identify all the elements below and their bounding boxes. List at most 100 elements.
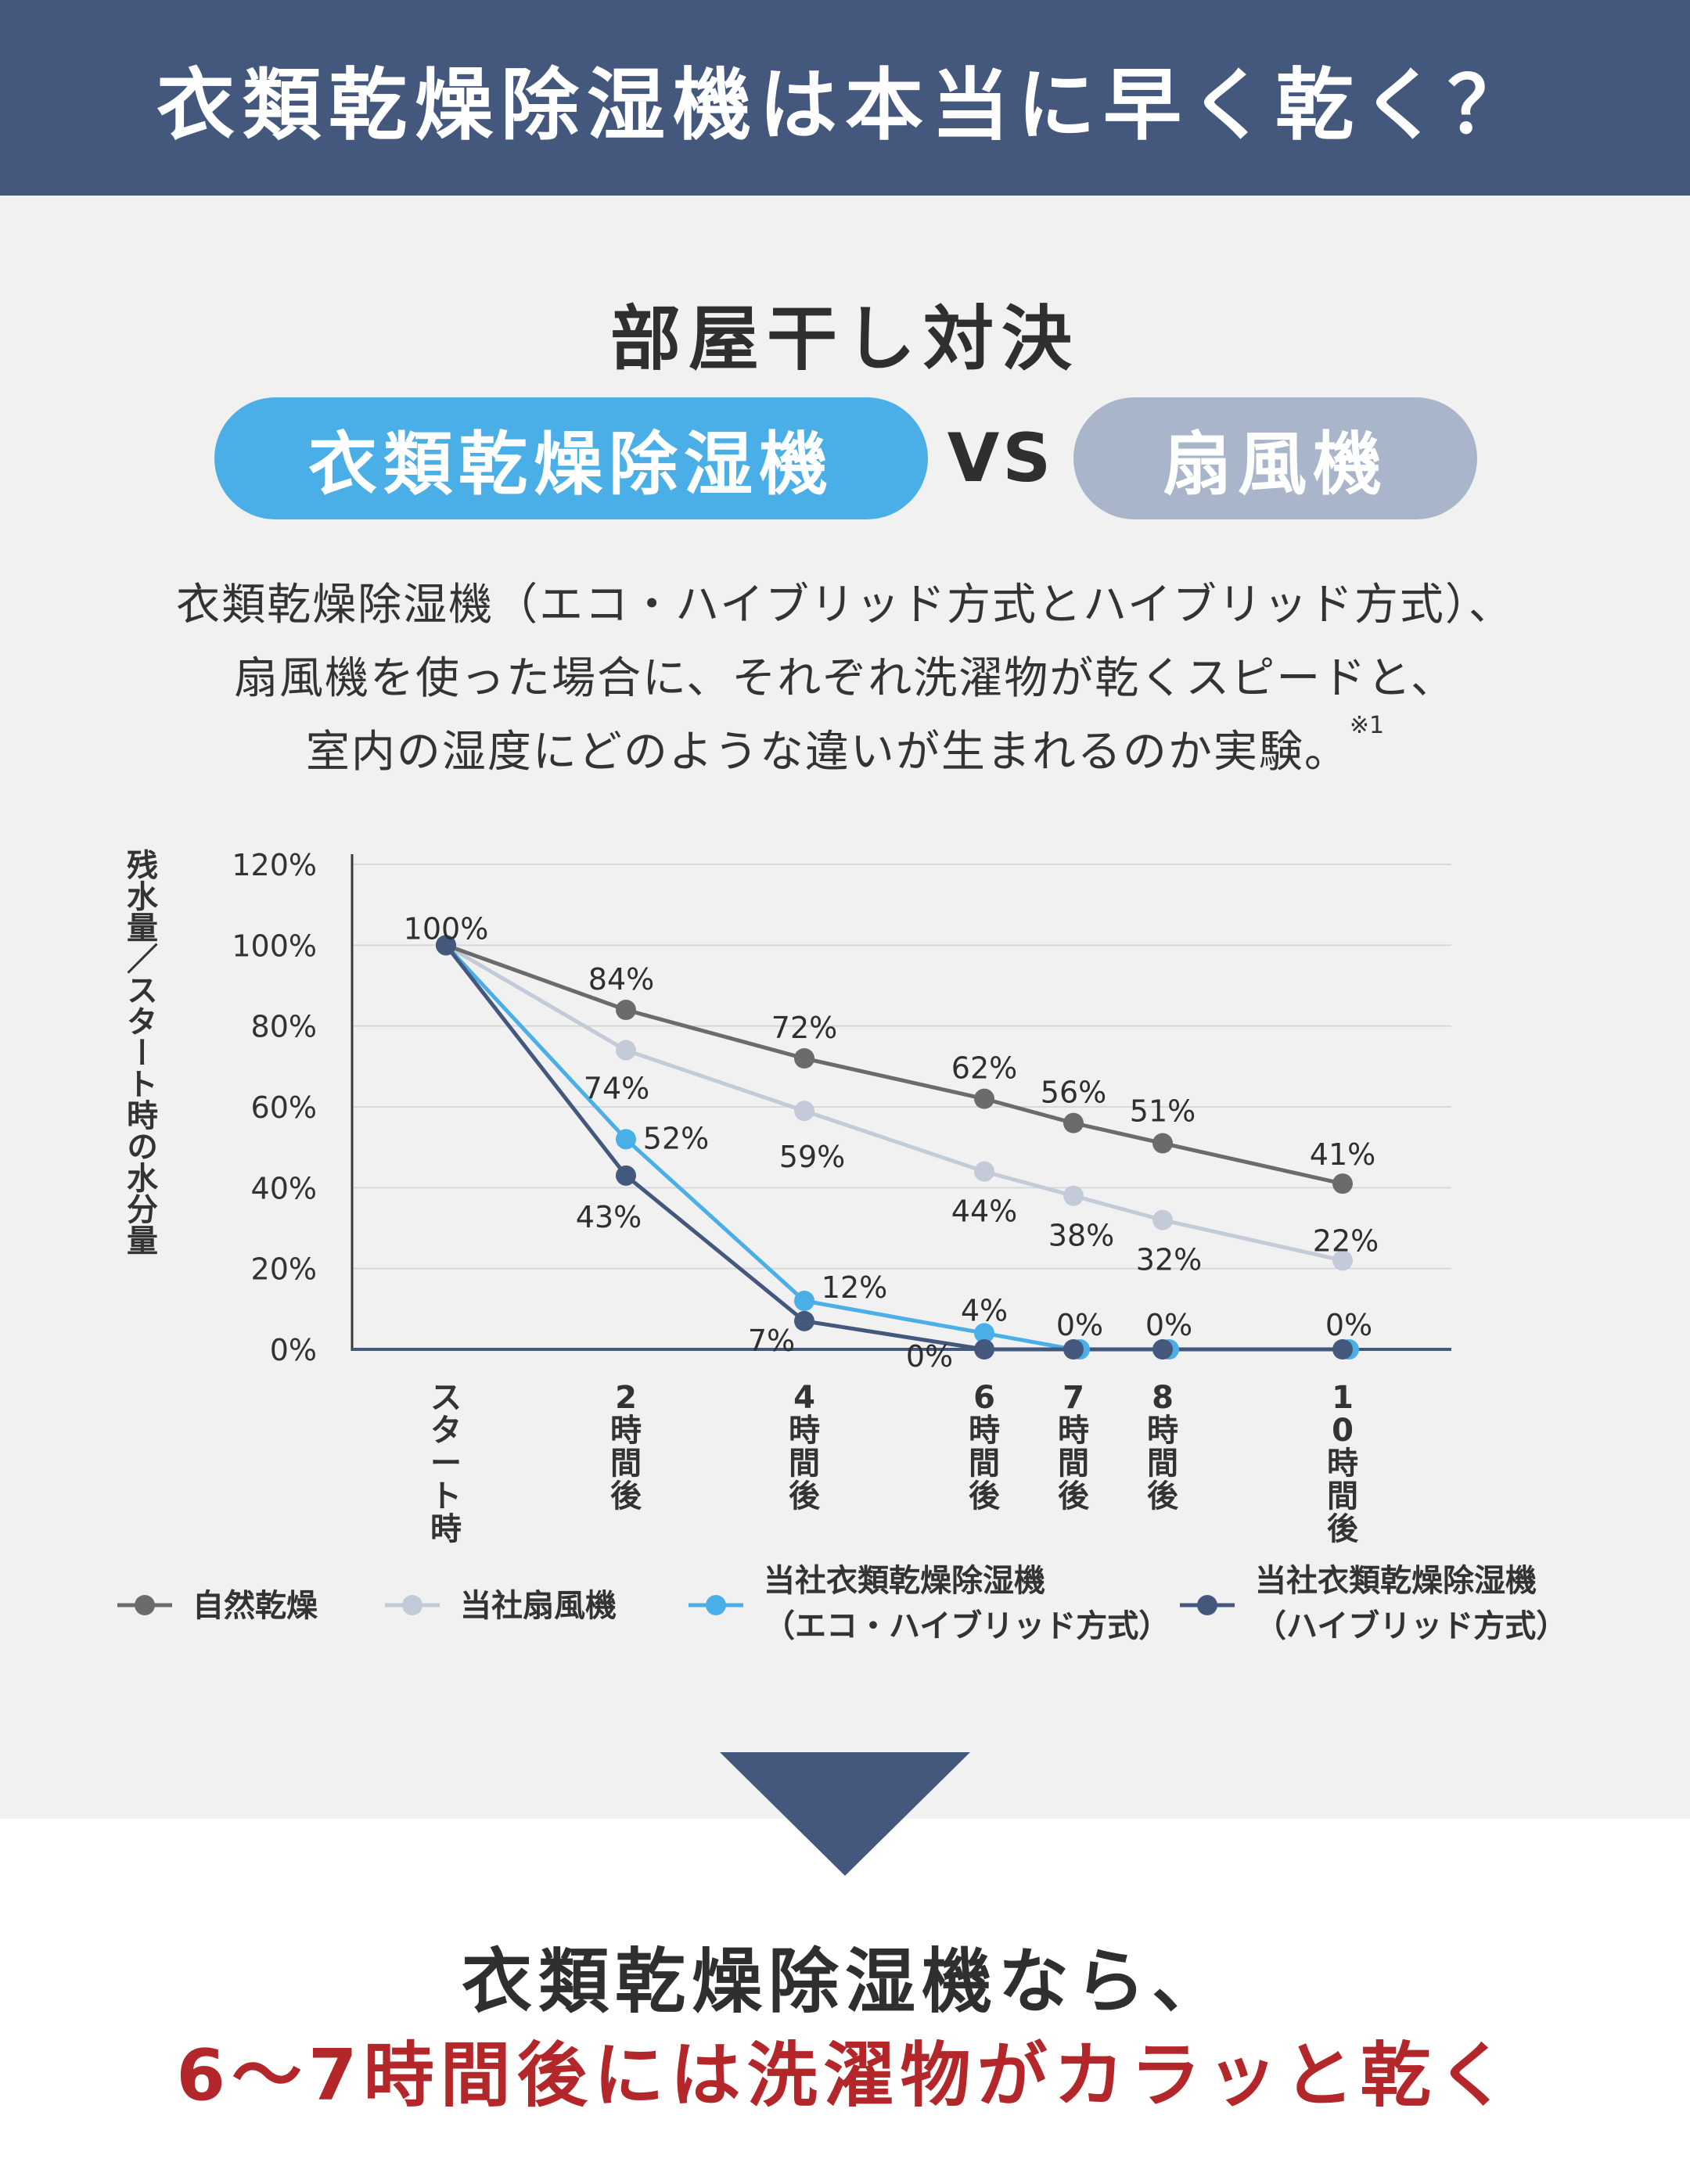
data-label: 56% (1041, 1076, 1106, 1110)
data-label: 4% (961, 1293, 1008, 1327)
x-tick-label-char: 7 (1063, 1380, 1084, 1416)
x-tick-label-char: タ (430, 1413, 462, 1449)
data-point (1152, 1133, 1173, 1154)
series-line (445, 943, 1343, 1186)
description-line-3-wrap: 室内の湿度にどのような違いが生まれるのか実験。※1 (0, 712, 1690, 780)
legend-marker-dot (706, 1595, 726, 1615)
y-tick-label: 60% (251, 1090, 317, 1125)
footnote-mark: ※1 (1349, 712, 1385, 739)
x-tick-label-char: 2 (615, 1380, 637, 1416)
x-tick-label-char: 間 (1058, 1446, 1089, 1482)
data-label: 32% (1136, 1243, 1202, 1277)
data-label: 0% (1056, 1308, 1103, 1342)
data-point (616, 1000, 636, 1020)
down-arrow-icon (720, 1752, 970, 1876)
data-label: 0% (1325, 1308, 1372, 1342)
data-label: 43% (576, 1200, 642, 1234)
x-tick-label-char: 間 (1147, 1446, 1178, 1482)
x-tick-label-char: 時 (969, 1413, 1000, 1449)
data-label: 72% (771, 1011, 837, 1045)
y-tick-label: 20% (251, 1252, 317, 1287)
data-label: 0% (906, 1339, 953, 1374)
x-tick-label-char: 間 (969, 1446, 1000, 1482)
x-tick-label-char: 時 (1327, 1446, 1358, 1482)
data-point (974, 1088, 994, 1109)
data-point (794, 1048, 814, 1069)
data-label: 52% (643, 1121, 709, 1155)
x-tick-label-char: 時 (789, 1413, 820, 1449)
data-label: 84% (588, 962, 654, 997)
legend-label: （ハイブリッド方式） (1255, 1608, 1567, 1644)
data-point (1332, 1173, 1353, 1194)
x-tick-label-char: 後 (789, 1478, 821, 1514)
description-line-2: 扇風機を使った場合に、それぞれ洗濯物が乾くスピードと、 (233, 653, 1457, 704)
data-label: 44% (951, 1194, 1017, 1229)
data-label: 62% (951, 1051, 1017, 1086)
y-tick-label: 120% (232, 848, 317, 882)
legend-label: 当社衣類乾燥除湿機 (1255, 1563, 1537, 1599)
x-tick-label-char: 時 (1058, 1413, 1089, 1449)
dehumidifier-pill: 衣類乾燥除湿機 (214, 397, 928, 519)
data-point (616, 1040, 636, 1061)
fan-pill: 扇風機 (1073, 397, 1477, 519)
x-tick-label-char: 0 (1332, 1413, 1354, 1449)
series-line (444, 943, 1343, 1352)
legend-label: 当社衣類乾燥除湿機 (764, 1563, 1045, 1599)
data-label: 51% (1130, 1094, 1196, 1129)
x-tick-label-char: 時 (1147, 1413, 1178, 1449)
data-point (616, 1165, 636, 1186)
x-tick-label-char: 8 (1152, 1380, 1174, 1416)
x-tick-label-char: 間 (1327, 1478, 1358, 1514)
data-label: 7% (748, 1324, 795, 1358)
description-line-3: 室内の湿度にどのような違いが生まれるのか実験。 (305, 727, 1350, 778)
header-title: 衣類乾燥除湿機は本当に早く乾く？ (156, 59, 1534, 151)
y-tick-label: 80% (251, 1010, 317, 1044)
data-label: 0% (1145, 1308, 1192, 1342)
data-point (1332, 1339, 1353, 1360)
x-tick-label-char: 1 (1332, 1380, 1354, 1416)
x-tick-label-char: 後 (1147, 1478, 1179, 1514)
conclusion-line-1: 衣類乾燥除湿機なら、 (462, 1941, 1228, 2023)
x-tick-label-char: 時 (430, 1511, 462, 1547)
header-banner: 衣類乾燥除湿機は本当に早く乾く？ (0, 0, 1690, 196)
data-label: 22% (1313, 1223, 1379, 1258)
legend-label: 自然乾燥 (192, 1588, 318, 1624)
x-tick-label-char: ー (430, 1446, 462, 1482)
y-tick-label: 0% (270, 1333, 317, 1367)
data-label: 100% (404, 911, 489, 946)
y-tick-label: 100% (232, 929, 317, 963)
data-point (1063, 1185, 1084, 1206)
data-point (1152, 1339, 1173, 1360)
data-point (436, 935, 456, 956)
data-point (1063, 1112, 1084, 1133)
data-point (1063, 1339, 1084, 1360)
x-tick-label-char: 後 (969, 1478, 1001, 1514)
data-point (1152, 1209, 1173, 1230)
vs-label: VS (947, 419, 1055, 498)
data-label: 74% (584, 1072, 649, 1106)
x-tick-label-char: 後 (1058, 1478, 1090, 1514)
drying-chart: 0%20%40%60%80%100%120%残水量／スタート時の水分量スタート時… (117, 848, 1567, 1644)
legend-marker-dot (402, 1595, 422, 1615)
data-point (974, 1161, 994, 1182)
data-point (794, 1310, 814, 1331)
data-point (616, 1129, 636, 1150)
x-tick-label-char: 6 (973, 1380, 995, 1416)
data-point (794, 1291, 814, 1311)
x-tick-label-char: 4 (793, 1380, 815, 1416)
data-point (1332, 1250, 1353, 1271)
description-line-1: 衣類乾燥除湿機（エコ・ハイブリッド方式とハイブリッド方式）、 (176, 580, 1514, 630)
x-tick-label-char: 間 (789, 1446, 820, 1482)
data-label: 59% (779, 1140, 845, 1174)
legend-label: 当社扇風機 (460, 1588, 617, 1624)
x-tick-label-char: ト (430, 1478, 462, 1514)
series-line (444, 943, 1343, 1352)
x-tick-label-char: ス (430, 1380, 462, 1416)
y-axis-title: 残水量／スタート時の水分量 (121, 849, 158, 1255)
data-point (974, 1323, 994, 1344)
x-tick-label-char: 後 (1327, 1511, 1359, 1547)
conclusion-highlight: 6～7時間後には洗濯物がカラッと乾く (176, 2035, 1514, 2117)
data-point (974, 1339, 994, 1360)
data-label: 38% (1048, 1219, 1114, 1253)
data-point (794, 1101, 814, 1122)
